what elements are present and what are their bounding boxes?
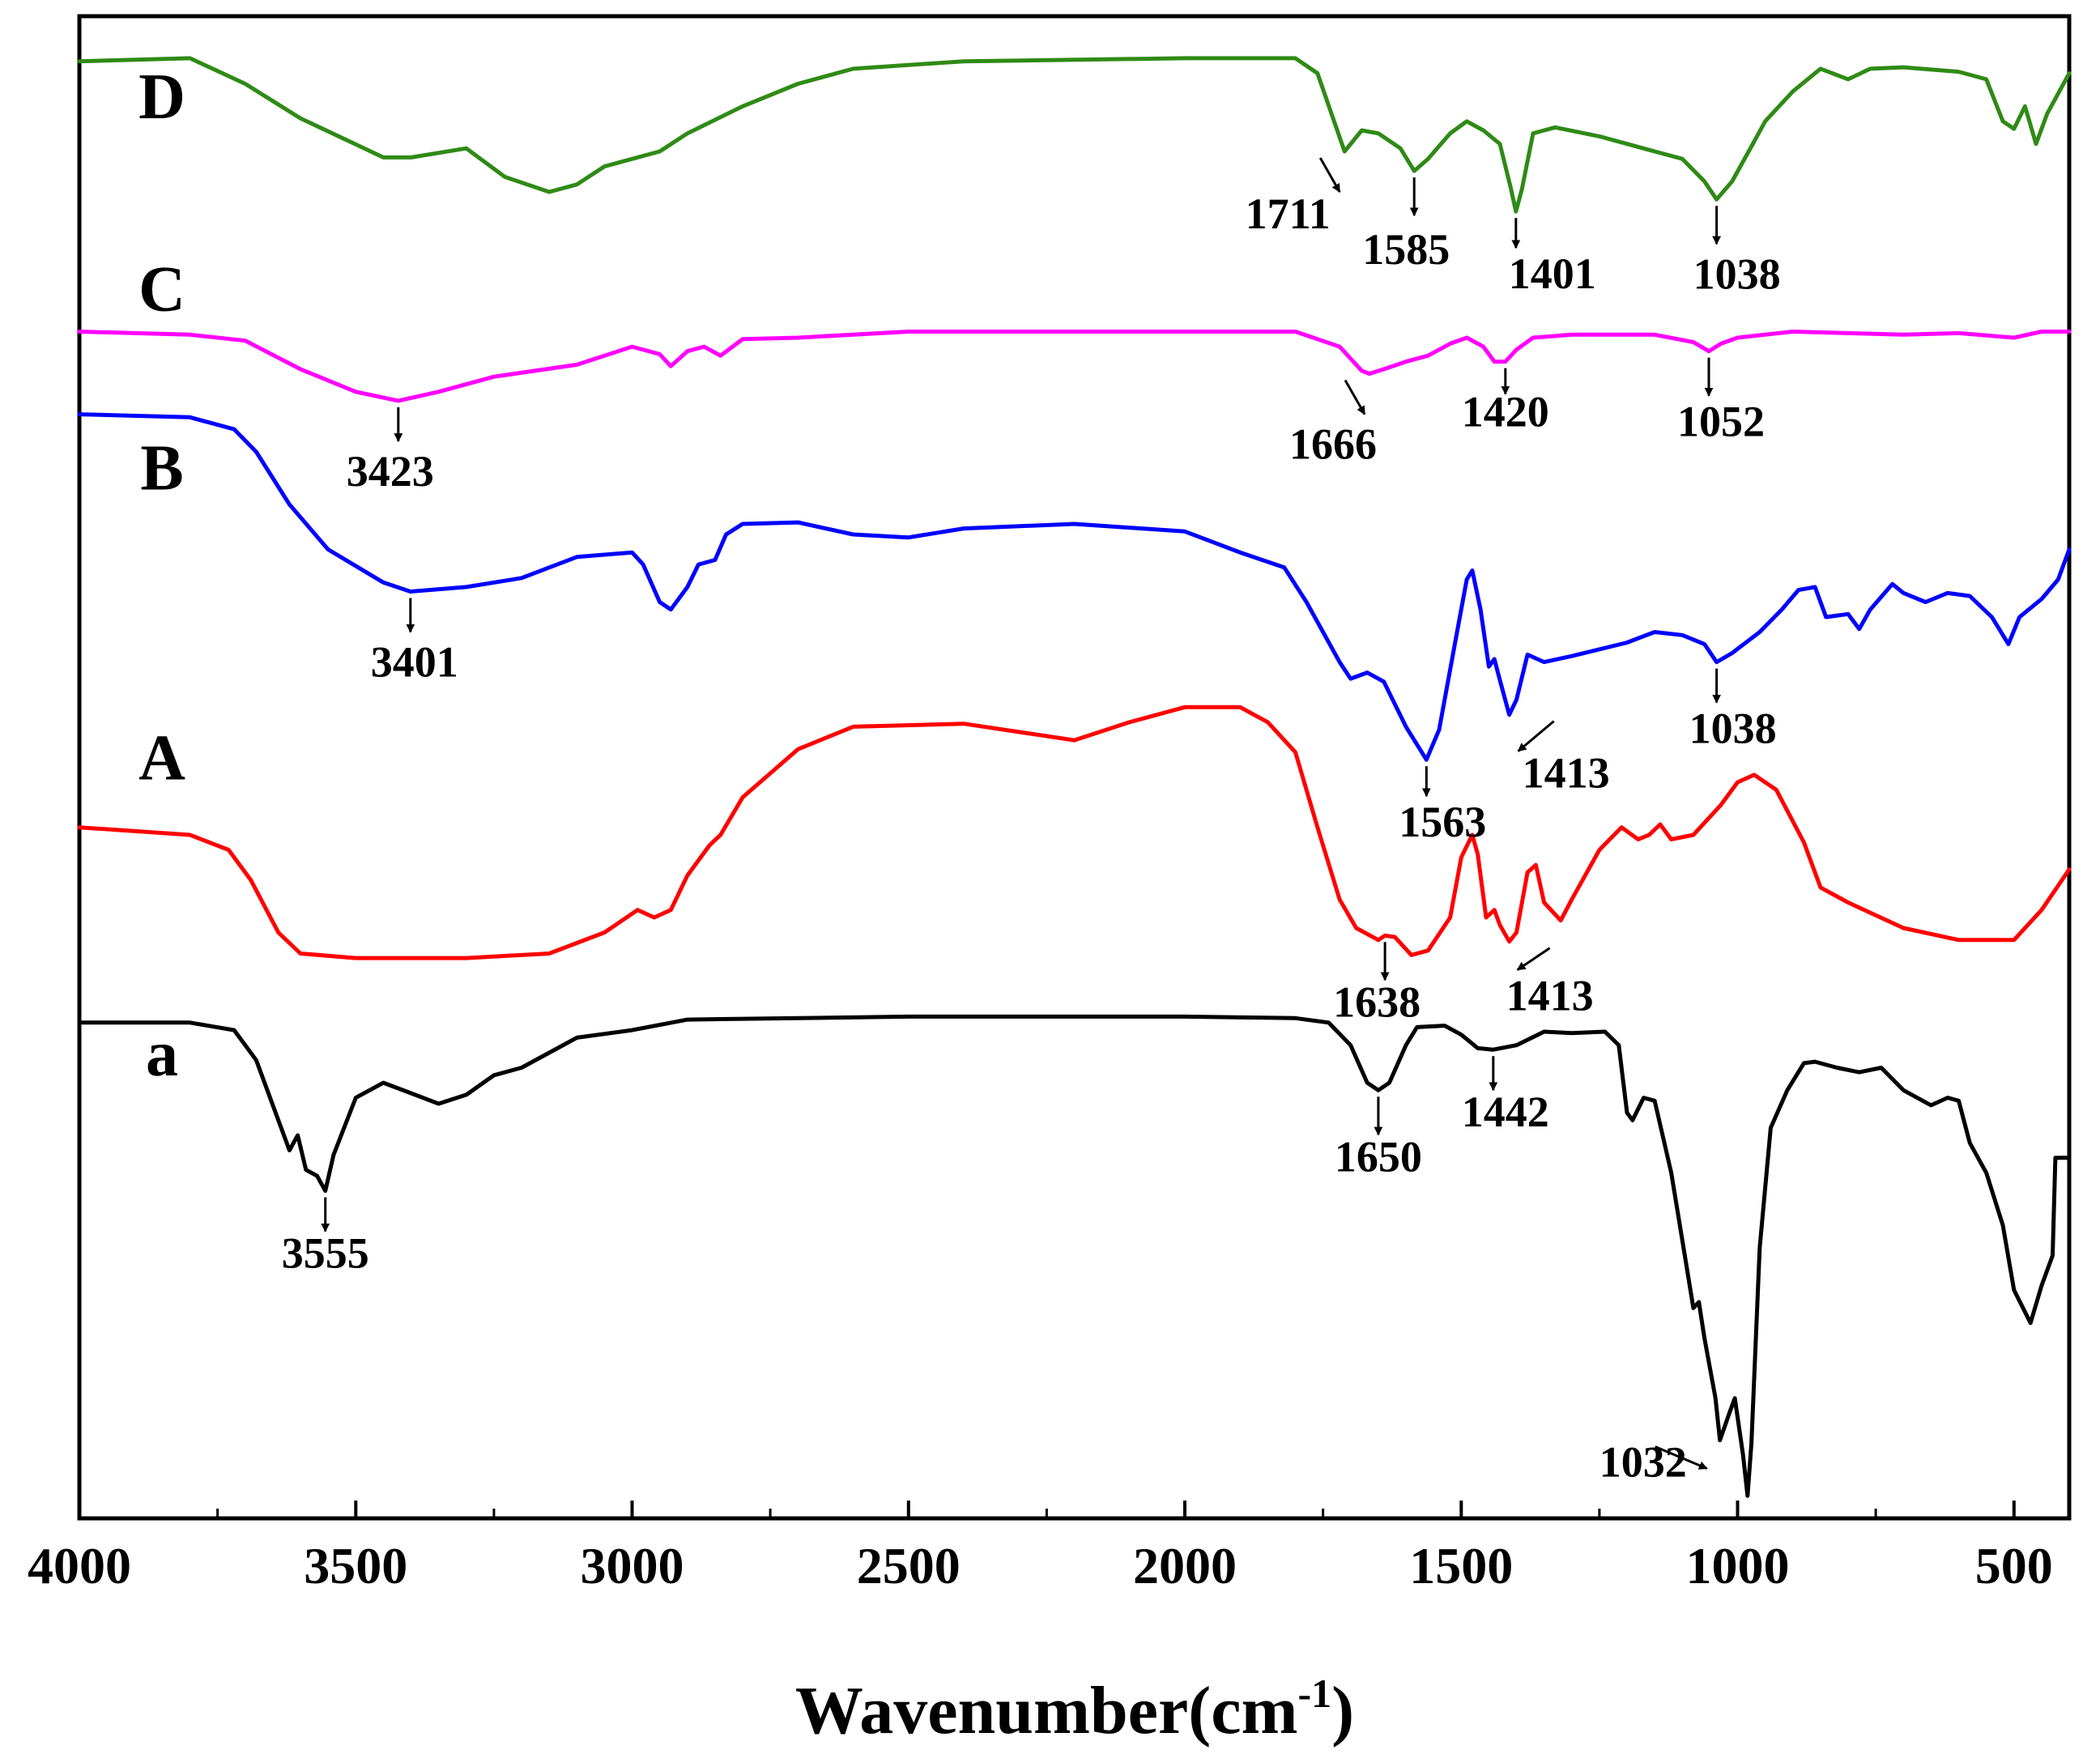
peak-annotation-3555: 3555 <box>282 1197 369 1278</box>
peak-arrow <box>1318 157 1341 193</box>
peak-annotation-3423: 3423 <box>347 407 434 496</box>
peak-annotation-1420: 1420 <box>1462 368 1549 436</box>
peak-annotation-1650: 1650 <box>1335 1096 1422 1181</box>
peak-label: 1420 <box>1462 388 1549 436</box>
series-label-c: C <box>138 254 185 326</box>
peak-label: 1413 <box>1523 749 1610 798</box>
peak-label: 1563 <box>1399 798 1486 846</box>
peak-label: 1401 <box>1509 249 1596 298</box>
x-tick-label-3500: 3500 <box>304 1537 407 1594</box>
peak-label: 1585 <box>1362 225 1450 274</box>
peak-annotation-1638: 1638 <box>1333 942 1421 1026</box>
peak-arrow <box>1516 947 1551 971</box>
peak-label: 1638 <box>1333 977 1421 1026</box>
series-line-a <box>77 705 2072 960</box>
peak-annotation-1666: 1666 <box>1289 379 1377 469</box>
series-line-c <box>77 330 2072 403</box>
series-line-a-lower <box>77 1014 2072 1498</box>
series-label-b: B <box>140 432 183 504</box>
peak-label: 3423 <box>347 447 434 496</box>
x-tick-label-500: 500 <box>1975 1537 2053 1594</box>
series-curves <box>77 56 2072 1498</box>
peak-label: 1442 <box>1462 1088 1549 1136</box>
peak-label: 1650 <box>1335 1132 1422 1181</box>
x-tick-label-4000: 4000 <box>28 1537 131 1594</box>
x-axis-ticks: 4000 3500 3000 2500 2000 1500 1000 500 <box>28 1501 2053 1594</box>
x-tick-label-1500: 1500 <box>1409 1537 1513 1594</box>
peak-annotation-1585: 1585 <box>1362 177 1450 274</box>
peak-annotation-3401: 3401 <box>371 598 458 687</box>
x-tick-label-1000: 1000 <box>1686 1537 1790 1594</box>
series-label-a: A <box>138 722 185 794</box>
peak-arrow <box>1655 1445 1708 1470</box>
peak-label: 3401 <box>371 638 458 687</box>
series-labels: D C B Aa <box>138 62 185 1090</box>
peak-annotation-1052: 1052 <box>1677 357 1765 446</box>
series-label-d: D <box>138 62 185 133</box>
peak-label: 3555 <box>282 1229 369 1278</box>
peak-label: 1052 <box>1677 398 1765 446</box>
peak-annotations: 1711 1585 1401 1038 3423 1666 1420 1052 3401 1563… <box>282 157 1781 1487</box>
peak-annotation-1401: 1401 <box>1509 218 1596 298</box>
peak-label: 1413 <box>1506 972 1594 1020</box>
peak-annotation-1413: 1413 <box>1517 720 1610 798</box>
peak-annotation-1032: 1032 <box>1599 1438 1708 1487</box>
x-axis-title: Wavenumber(cm-1) <box>795 1671 1354 1748</box>
peak-label: 1711 <box>1246 189 1331 238</box>
peak-annotation-1413: 1413 <box>1506 947 1594 1020</box>
peak-annotation-1711: 1711 <box>1246 157 1341 238</box>
x-tick-label-2000: 2000 <box>1133 1537 1237 1594</box>
peak-annotation-1038: 1038 <box>1693 206 1781 298</box>
peak-label: 1032 <box>1599 1438 1687 1487</box>
peak-arrow <box>1344 379 1366 415</box>
peak-annotation-1038: 1038 <box>1689 668 1777 753</box>
x-tick-label-3000: 3000 <box>581 1537 684 1594</box>
peak-arrow <box>1517 720 1555 752</box>
peak-label: 1038 <box>1693 249 1781 298</box>
peak-annotation-1442: 1442 <box>1462 1056 1549 1136</box>
peak-label: 1666 <box>1289 420 1377 469</box>
series-label-a-lower: a <box>146 1019 178 1090</box>
series-line-d <box>77 56 2072 214</box>
peak-label: 1038 <box>1689 705 1777 753</box>
x-tick-label-2500: 2500 <box>857 1537 961 1594</box>
series-line-b <box>77 412 2072 762</box>
peak-annotation-1563: 1563 <box>1399 766 1486 846</box>
plot-frame <box>77 14 2072 1521</box>
